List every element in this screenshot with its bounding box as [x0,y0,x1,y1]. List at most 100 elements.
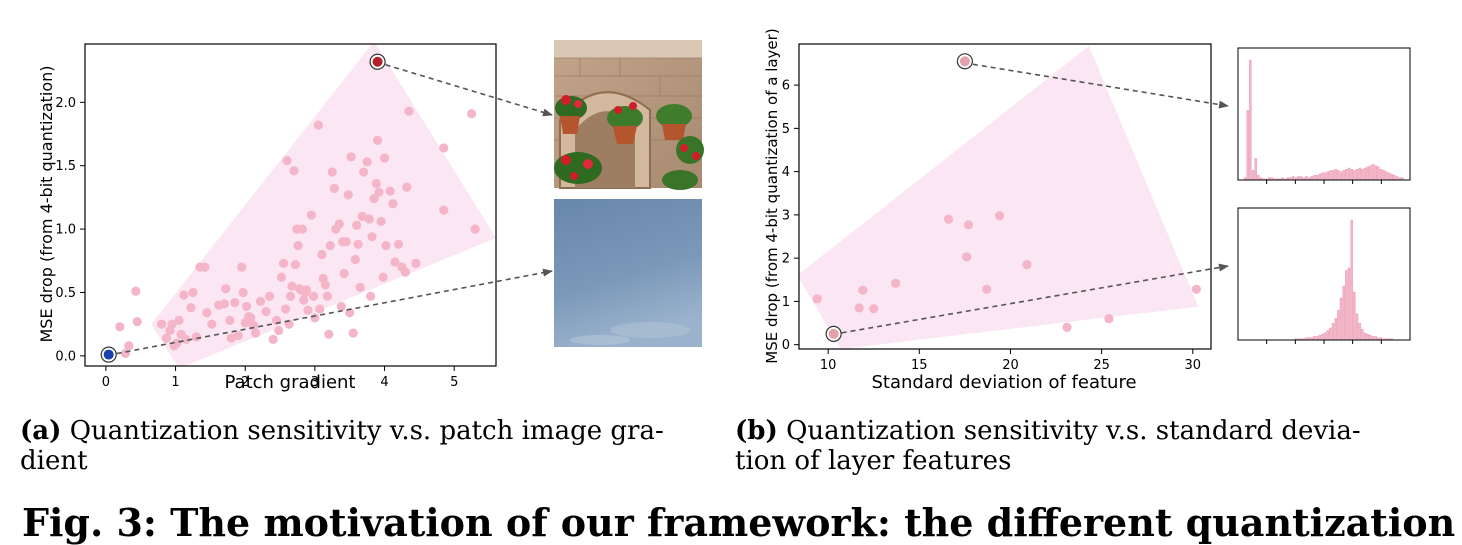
data-point [167,319,177,329]
data-point [238,287,248,298]
histogram-bar [1249,59,1252,181]
x-tick-label: 20 [1002,358,1019,373]
data-point [369,194,379,204]
histogram-bar [1369,165,1372,181]
data-point [943,214,954,224]
histogram-bar [1329,170,1332,181]
histogram-bar [1385,171,1388,181]
data-point [301,285,312,295]
data-point [174,315,184,325]
y-tick-label: 0 [782,338,790,353]
x-tick-label: 5 [450,375,458,390]
x-tick-label: 2 [241,375,249,390]
data-point [161,333,172,343]
axis-ticks: 10 15 20 25 30 0 1 2 3 4 5 6 [782,79,1201,373]
y-tick-label: 4 [782,165,790,180]
x-tick-label: 30 [1184,358,1201,373]
caption-text: Quantization sensitivity v.s. patch imag… [69,416,664,446]
histogram-top [1237,47,1411,184]
data-point [379,153,390,163]
data-point [285,291,296,301]
data-point [246,313,256,323]
scatter-panel-b: 10 15 20 25 30 0 1 2 3 4 5 6 Standard deviation of … [763,28,1411,393]
histogram-bar [1342,285,1345,341]
data-point [869,304,879,314]
data-point [132,317,142,327]
histogram-bar [1377,166,1380,181]
highlighted-points [825,53,973,342]
histogram-bar [1350,219,1353,341]
data-point [376,216,386,227]
data-point [371,178,381,189]
histogram-bar [1347,267,1351,341]
histogram-bar [1358,323,1361,341]
data-point [334,219,344,229]
histogram-bar [1382,170,1385,181]
data-point [157,319,167,329]
histogram-bar [1315,336,1319,341]
y-tick-label: 5 [782,122,790,137]
data-point [359,167,369,177]
data-point [251,328,261,338]
arrow-to-flower-image [385,63,553,117]
highlight-high-point [372,56,383,67]
histogram-bar [1331,170,1335,181]
histogram-bar [1371,336,1375,341]
scatter-points [812,211,1202,332]
data-point [982,284,992,294]
histogram-bar [1305,176,1308,181]
data-point [327,167,337,177]
sky-patch-image [554,199,702,347]
histogram-bar [1337,309,1340,341]
data-point [242,301,252,312]
data-point [282,156,292,166]
data-point [404,106,414,116]
histogram-bottom [1237,207,1411,344]
y-tick-label: 1.5 [55,159,76,174]
histogram-bar [1390,173,1393,181]
data-point [261,306,271,317]
histogram-bar [1257,174,1260,181]
x-tick-label: 3 [311,375,319,390]
data-point [320,280,330,290]
flower-patch-image [554,40,704,190]
x-tick-label: 1 [171,375,179,390]
histogram-bar [1315,174,1319,181]
data-point [346,152,356,162]
data-point [402,182,412,192]
data-point [343,190,353,200]
figure-canvas: 0 1 2 3 4 5 0.0 0.5 1.0 1.5 2.0 Patch gradient MSE… [37,28,1411,393]
data-point [374,187,384,197]
histogram-bar [1366,166,1369,181]
data-point [329,183,339,194]
y-tick-label: 0.5 [55,286,76,301]
histogram-bar [1326,171,1329,181]
data-point [322,291,333,301]
x-tick-label: 10 [820,358,837,373]
data-point [350,254,360,265]
data-point [324,329,334,339]
data-point [200,262,210,272]
data-point [364,214,374,224]
data-point [362,157,372,167]
data-point [381,240,391,251]
histogram-bar [1291,176,1295,181]
data-point [341,237,351,247]
histogram-bar [1345,270,1348,341]
data-point [467,109,477,119]
y-tick-label: 6 [782,79,790,94]
histogram-bar [1355,313,1359,341]
histogram-bar [1369,335,1372,341]
y-tick-label: 2 [782,252,790,267]
histogram-bar [1353,291,1356,341]
histogram-bar [1374,165,1377,181]
data-point [226,333,236,343]
data-point [290,259,300,270]
data-point [891,278,901,288]
data-point [963,220,974,230]
histogram-bar [1321,172,1324,181]
histogram-bar [1366,333,1369,341]
data-point [994,211,1005,221]
x-axis-label: Standard deviation of feature [871,372,1136,393]
data-point [393,239,404,249]
